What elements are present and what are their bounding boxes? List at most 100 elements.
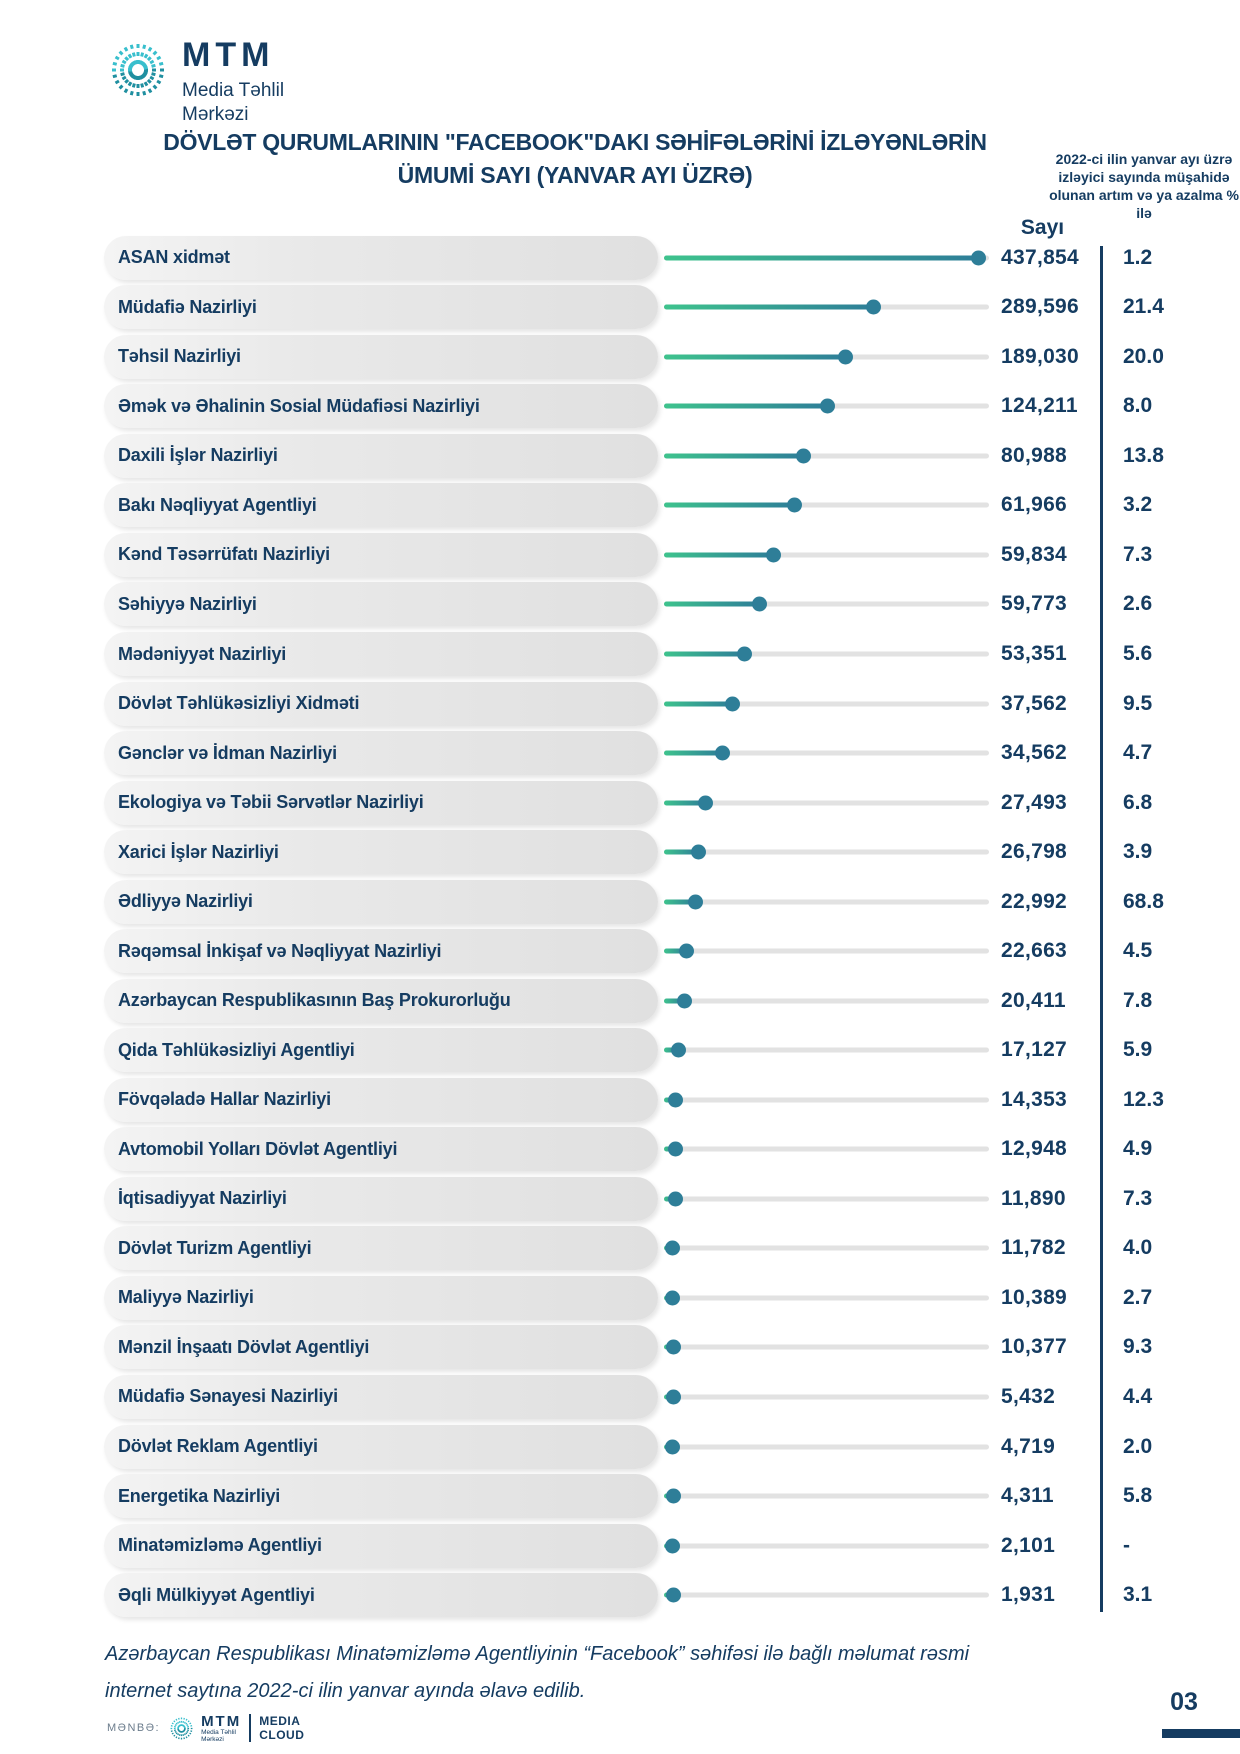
- chart-row: Daxili İşlər Nazirliyi 80,988 13.8: [0, 431, 1240, 481]
- category-pill: Minatəmizləmə Agentliyi: [104, 1523, 658, 1568]
- footer-media-cloud: MEDIA CLOUD: [259, 1714, 304, 1742]
- column-divider-line: [1100, 246, 1103, 1612]
- category-pill: Qida Təhlükəsizliyi Agentliyi: [104, 1028, 658, 1073]
- bar-fill: [664, 354, 845, 360]
- count-value: 22,992: [1001, 889, 1068, 913]
- count-value: 289,596: [1001, 295, 1080, 319]
- bar-dot: [677, 993, 692, 1009]
- category-pill: Xarici İşlər Nazirliyi: [104, 830, 658, 875]
- count-value: 59,834: [1001, 542, 1068, 566]
- count-value: 437,854: [1001, 245, 1080, 269]
- count-value: 80,988: [1001, 443, 1068, 467]
- percent-value: 68.8: [1123, 889, 1164, 913]
- count-value: 37,562: [1001, 691, 1068, 715]
- category-pill: Əmək və Əhalinin Sosial Müdafiəsi Nazirl…: [104, 384, 658, 429]
- bar-dot: [688, 894, 703, 910]
- bar-dot: [666, 1389, 681, 1405]
- bar-track: [664, 1444, 989, 1450]
- category-pill: Fövqəladə Hallar Nazirliyi: [104, 1077, 658, 1122]
- percent-value: 4.5: [1123, 939, 1153, 963]
- category-label: Xarici İşlər Nazirliyi: [118, 841, 279, 862]
- percent-value: 4.7: [1123, 741, 1153, 765]
- category-pill: Səhiyyə Nazirliyi: [104, 582, 658, 627]
- category-label: Minatəmizləmə Agentliyi: [118, 1535, 322, 1556]
- percent-value: 20.0: [1123, 344, 1164, 368]
- percent-value: 3.2: [1123, 493, 1153, 517]
- category-pill: Ədliyyə Nazirliyi: [104, 879, 658, 924]
- bar-fill: [664, 304, 873, 310]
- chart-row: ASAN xidmət 437,854 1.2: [0, 233, 1240, 283]
- bar-track: [664, 552, 989, 558]
- chart-row: Dövlət Reklam Agentliyi 4,719 2.0: [0, 1422, 1240, 1472]
- count-value: 2,101: [1001, 1533, 1056, 1557]
- category-label: Əmək və Əhalinin Sosial Müdafiəsi Nazirl…: [118, 395, 480, 416]
- bar-dot: [838, 349, 853, 365]
- category-label: Gənclər və İdman Nazirliyi: [118, 742, 337, 763]
- category-label: Fövqəladə Hallar Nazirliyi: [118, 1089, 331, 1110]
- percent-value: 2.0: [1123, 1434, 1153, 1458]
- page-title-line2: ÜMUMİ SAYI (YANVAR AYI ÜZRƏ): [397, 162, 753, 188]
- percent-value: 2.7: [1123, 1285, 1153, 1309]
- category-pill: Ekologiya və Təbii Sərvətlər Nazirliyi: [104, 780, 658, 825]
- mtm-logo-subtitle: Media Təhlil Mərkəzi: [182, 79, 284, 127]
- chart-row: Dövlət Təhlükəsizliyi Xidməti 37,562 9.5: [0, 679, 1240, 729]
- bar-dot: [752, 596, 767, 612]
- bar-track: [664, 601, 989, 607]
- percent-value: 7.8: [1123, 988, 1153, 1012]
- bar-dot: [668, 1092, 683, 1108]
- source-row: MƏNBƏ: MTM Media Təhlil Mərkəzi MEDIA CL…: [107, 1712, 304, 1744]
- percent-value: 21.4: [1123, 295, 1164, 319]
- count-value: 20,411: [1001, 988, 1066, 1012]
- bar-dot: [666, 1488, 681, 1504]
- page-number: 03: [1170, 1688, 1198, 1716]
- category-pill: Gənclər və İdman Nazirliyi: [104, 731, 658, 776]
- percent-value: 9.5: [1123, 691, 1153, 715]
- bar-fill: [664, 403, 827, 409]
- chart-row: Dövlət Turizm Agentliyi 11,782 4.0: [0, 1224, 1240, 1274]
- bar-track: [664, 1543, 989, 1549]
- bar-dot: [715, 745, 730, 761]
- page-title: DÖVLƏT QURUMLARININ "FACEBOOK"DAKI SƏHİF…: [120, 126, 1030, 192]
- chart-row: Bakı Nəqliyyat Agentliyi 61,966 3.2: [0, 481, 1240, 531]
- category-pill: Energetika Nazirliyi: [104, 1474, 658, 1519]
- chart-row: Mədəniyyət Nazirliyi 53,351 5.6: [0, 629, 1240, 679]
- percent-value: 2.6: [1123, 592, 1153, 616]
- percent-value: 13.8: [1123, 443, 1164, 467]
- bar-fill: [664, 255, 978, 261]
- bar-dot: [691, 844, 706, 860]
- mtm-logo-subtitle-line1: Media Təhlil: [182, 80, 285, 101]
- bar-track: [664, 701, 989, 707]
- category-pill: Maliyyə Nazirliyi: [104, 1275, 658, 1320]
- category-label: İqtisadiyyat Nazirliyi: [118, 1188, 287, 1209]
- bar-dot: [698, 795, 713, 811]
- category-label: Avtomobil Yolları Dövlət Agentliyi: [118, 1138, 398, 1159]
- bar-track: [664, 1047, 989, 1053]
- category-label: Maliyyə Nazirliyi: [118, 1287, 254, 1308]
- chart-row: İqtisadiyyat Nazirliyi 11,890 7.3: [0, 1174, 1240, 1224]
- bar-dot: [665, 1290, 680, 1306]
- chart-row: Energetika Nazirliyi 4,311 5.8: [0, 1471, 1240, 1521]
- percent-value: 5.9: [1123, 1038, 1153, 1062]
- chart-row: Avtomobil Yolları Dövlət Agentliyi 12,948…: [0, 1125, 1240, 1175]
- bar-dot: [668, 1141, 683, 1157]
- bar-track: [664, 1146, 989, 1152]
- bar-track: [664, 948, 989, 954]
- count-value: 4,311: [1001, 1484, 1054, 1508]
- footer-media-cloud-line1: MEDIA: [259, 1714, 301, 1728]
- bar-track: [664, 502, 989, 508]
- mtm-logo-subtitle-line2: Mərkəzi: [182, 104, 249, 125]
- count-value: 59,773: [1001, 592, 1068, 616]
- chart-row: Müdafiə Sənayesi Nazirliyi 5,432 4.4: [0, 1372, 1240, 1422]
- category-label: Daxili İşlər Nazirliyi: [118, 445, 278, 466]
- bar-track: [664, 998, 989, 1004]
- bar-dot: [665, 1439, 680, 1455]
- count-value: 61,966: [1001, 493, 1068, 517]
- chart-row: Azərbaycan Respublikasının Baş Prokurorl…: [0, 976, 1240, 1026]
- bar-fill: [664, 849, 698, 855]
- footnote: Azərbaycan Respublikası Minatəmizləmə Ag…: [105, 1636, 1145, 1710]
- percent-value: 8.0: [1123, 394, 1153, 418]
- bar-track: [664, 1493, 989, 1499]
- bar-track: [664, 750, 989, 756]
- count-value: 1,931: [1001, 1583, 1056, 1607]
